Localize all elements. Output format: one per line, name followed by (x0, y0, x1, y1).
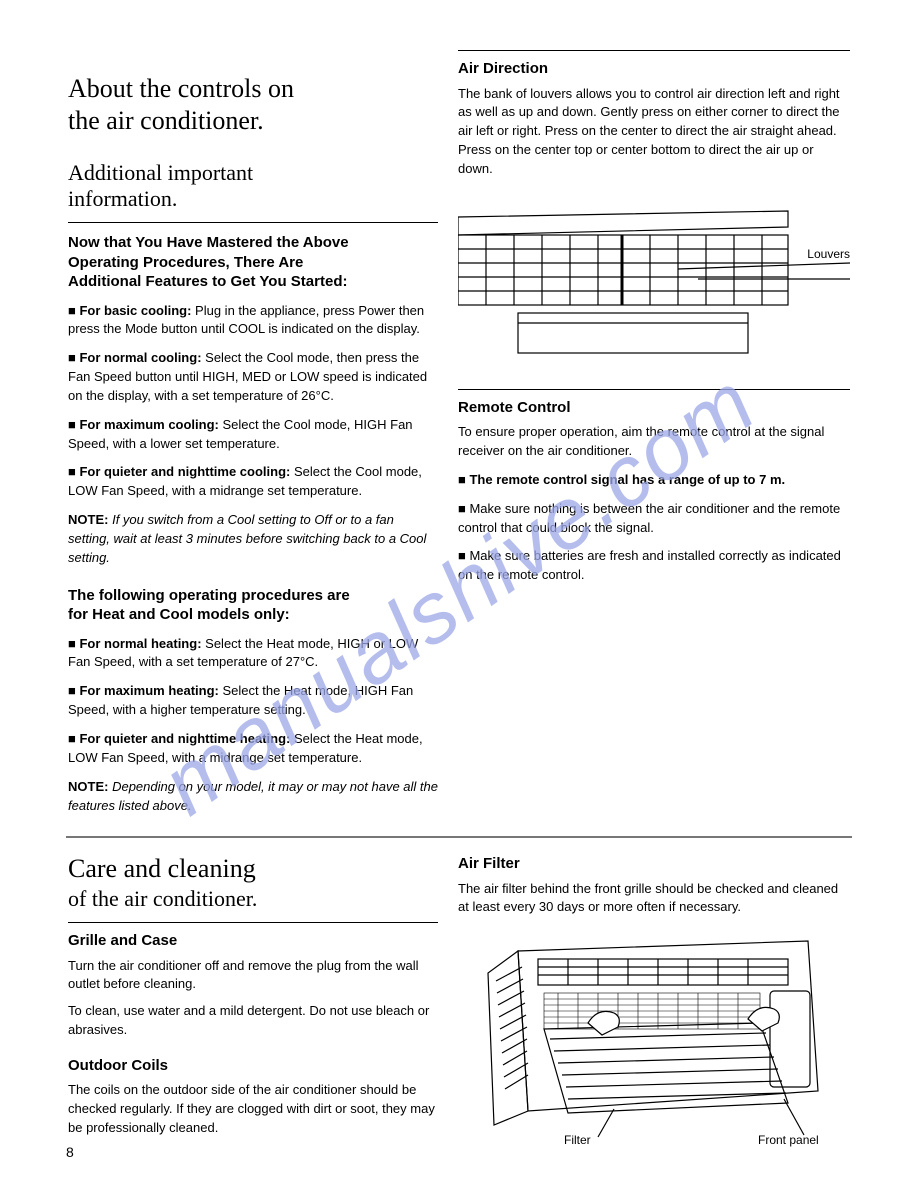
coils-heading: Outdoor Coils (68, 1056, 438, 1076)
section-title-controls-2: the air conditioner. (68, 106, 438, 136)
divider-airdir-top (458, 50, 850, 51)
coils-body: The coils on the outdoor side of the air… (68, 1081, 438, 1138)
figure-filter: Filter Front panel (458, 927, 850, 1147)
cool-item-4-lead: ■ For quieter and nighttime cooling: (68, 464, 290, 479)
page-number: 8 (66, 1144, 74, 1160)
filter-body-1: The air filter behind the front grille s… (458, 880, 850, 918)
grille-heading: Grille and Case (68, 931, 438, 951)
grille-body-2: To clean, use water and a mild detergent… (68, 1002, 438, 1040)
airdir-body: The bank of louvers allows you to contro… (458, 85, 850, 179)
heating-subhead-2: for Heat and Cool models only: (68, 605, 438, 625)
heat-note-lead: NOTE: (68, 779, 108, 794)
figure-filter-label-panel: Front panel (758, 1133, 819, 1147)
care-sub: of the air conditioner. (68, 886, 438, 912)
remote-range: ■ The remote control signal has a range … (458, 471, 850, 490)
divider-care (68, 922, 438, 923)
divider-major (66, 836, 852, 838)
remote-heading: Remote Control (458, 398, 850, 418)
cool-note-lead: NOTE: (68, 512, 108, 527)
cool-item-3-lead: ■ For maximum cooling: (68, 417, 219, 432)
heat-note-body: Depending on your model, it may or may n… (68, 779, 438, 813)
airdir-heading: Air Direction (458, 59, 850, 79)
figure-louvers-label: Louvers (807, 247, 850, 261)
divider-additional (68, 222, 438, 223)
heat-item-1-lead: ■ For normal heating: (68, 636, 202, 651)
section-title-controls-1: About the controls on (68, 74, 438, 104)
remote-item-2: ■ Make sure batteries are fresh and inst… (458, 547, 850, 585)
figure-louvers: Louvers (458, 191, 850, 381)
heat-item-2-lead: ■ For maximum heating: (68, 683, 219, 698)
cool-item-1-lead: ■ For basic cooling: (68, 303, 191, 318)
remote-item-1: ■ Make sure nothing is between the air c… (458, 500, 850, 538)
remote-body-1: To ensure proper operation, aim the remo… (458, 423, 850, 461)
right-column: Air Direction The bank of louvers allows… (458, 50, 850, 585)
cooling-subhead-2: Operating Procedures, There Are (68, 253, 438, 273)
heat-item-3-lead: ■ For quieter and nighttime heating: (68, 731, 290, 746)
additional-heading-1: Additional important (68, 160, 438, 186)
ac-unit-drawing (458, 927, 850, 1147)
heating-subhead-1: The following operating procedures are (68, 586, 438, 606)
care-title: Care and cleaning (68, 854, 438, 884)
divider-remote-top (458, 389, 850, 390)
additional-heading-2: information. (68, 186, 438, 212)
page: manualshive.com About the controls on th… (0, 0, 918, 1188)
filter-heading: Air Filter (458, 854, 850, 874)
figure-filter-label-filter: Filter (564, 1133, 591, 1147)
left-column: About the controls on the air conditione… (68, 74, 438, 815)
grille-body-1: Turn the air conditioner off and remove … (68, 957, 438, 995)
louvers-drawing (458, 191, 850, 381)
cool-note-body: If you switch from a Cool setting to Off… (68, 512, 426, 565)
cooling-subhead-1: Now that You Have Mastered the Above (68, 233, 438, 253)
cool-item-2-lead: ■ For normal cooling: (68, 350, 202, 365)
left-column-lower: Care and cleaning of the air conditioner… (68, 854, 438, 1138)
right-column-lower: Air Filter The air filter behind the fro… (458, 854, 850, 1147)
cooling-subhead-3: Additional Features to Get You Started: (68, 272, 438, 292)
